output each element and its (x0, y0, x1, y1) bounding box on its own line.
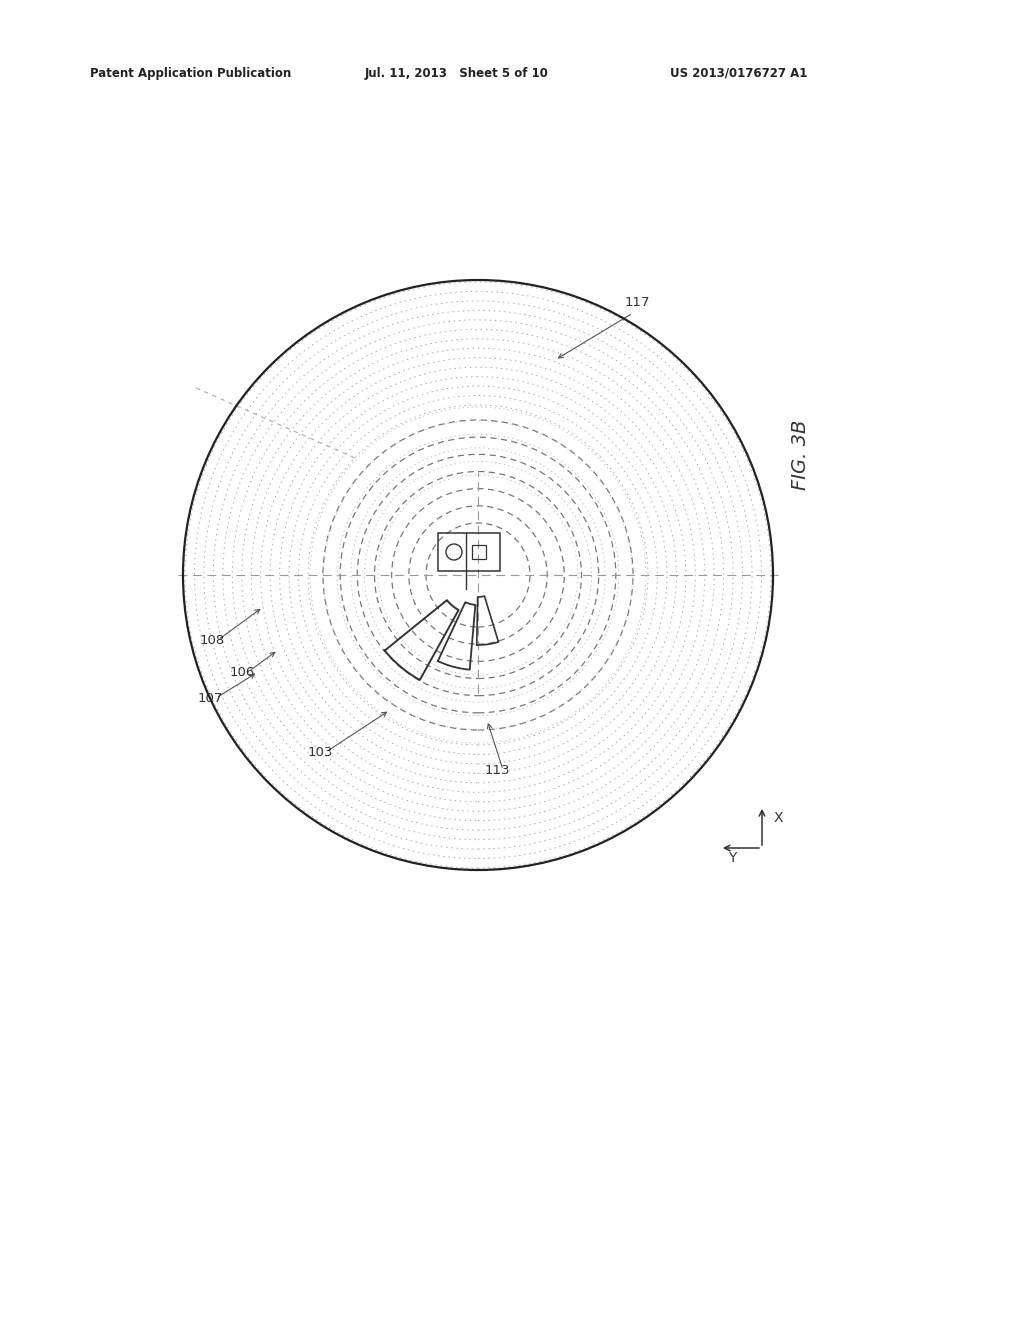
Text: Jul. 11, 2013   Sheet 5 of 10: Jul. 11, 2013 Sheet 5 of 10 (365, 66, 549, 79)
Text: 107: 107 (198, 692, 223, 705)
Text: 103: 103 (308, 746, 334, 759)
Text: 117: 117 (625, 296, 650, 309)
Text: Patent Application Publication: Patent Application Publication (90, 66, 291, 79)
Bar (472, 545, 486, 558)
Text: US 2013/0176727 A1: US 2013/0176727 A1 (670, 66, 807, 79)
Bar (438, 533, 500, 572)
Text: X: X (774, 810, 783, 825)
Text: Y: Y (728, 851, 736, 865)
Text: FIG. 3B: FIG. 3B (791, 420, 810, 490)
Text: 106: 106 (230, 665, 255, 678)
Text: 113: 113 (485, 763, 511, 776)
Text: 108: 108 (200, 634, 225, 647)
